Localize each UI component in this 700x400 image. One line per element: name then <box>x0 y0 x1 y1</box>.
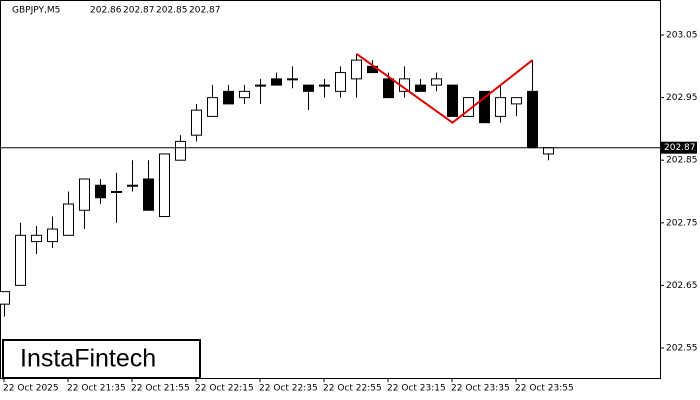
y-tick-label: 202.95 <box>666 93 698 103</box>
candle-body <box>511 97 522 105</box>
header-open: 202.86 <box>90 6 122 16</box>
y-tick-label: 202.65 <box>666 281 698 291</box>
candle-body <box>287 78 298 81</box>
header-close: 202.87 <box>189 6 221 16</box>
candle-body <box>0 291 10 305</box>
candle-body <box>207 97 218 117</box>
candle-body <box>431 78 442 86</box>
candle-body <box>527 90 538 149</box>
candle-body <box>111 191 122 194</box>
x-tick-label: 22 Oct 22:55 <box>323 384 382 394</box>
current-price-box <box>661 141 697 154</box>
x-tick-label: 22 Oct 2025 <box>3 384 59 394</box>
x-tick-label: 22 Oct 21:35 <box>67 384 126 394</box>
candle-body <box>255 84 266 87</box>
candle-body <box>63 203 74 236</box>
candle-body <box>143 178 154 211</box>
header-low: 202.85 <box>156 6 188 16</box>
candle-body <box>351 59 362 80</box>
candle-body <box>127 184 138 187</box>
candle-body <box>175 140 186 161</box>
candle-body <box>383 78 394 99</box>
x-tick-label: 22 Oct 23:55 <box>515 384 574 394</box>
plot-frame <box>0 0 661 379</box>
candle-body <box>543 147 554 155</box>
candle-body <box>303 84 314 92</box>
candle-body <box>479 90 490 124</box>
header-high: 202.87 <box>123 6 155 16</box>
x-tick-label: 22 Oct 22:15 <box>195 384 254 394</box>
y-tick-label: 202.55 <box>666 343 698 353</box>
x-tick-label: 22 Oct 23:15 <box>387 384 446 394</box>
x-tick-label: 22 Oct 21:55 <box>131 384 190 394</box>
pattern-line <box>355 53 534 124</box>
candle-body <box>191 109 202 136</box>
y-tick-label: 203.05 <box>666 31 698 41</box>
candle-body <box>447 84 458 117</box>
candle-body <box>31 234 42 243</box>
candle-body <box>79 178 90 211</box>
candle-body <box>495 97 506 117</box>
candle-body <box>159 153 170 218</box>
candle-body <box>319 84 330 87</box>
candle-body <box>95 184 106 199</box>
current-price-label: 202.87 <box>664 143 696 153</box>
candle-body <box>223 90 234 105</box>
logo: InstaFintech <box>20 345 156 373</box>
candle-body <box>415 84 426 92</box>
candle-body <box>239 90 250 99</box>
y-tick-label: 202.75 <box>666 218 698 228</box>
candle-body <box>335 72 346 92</box>
symbol: GBPJPY,M5 <box>12 6 60 16</box>
x-tick-label: 22 Oct 23:35 <box>451 384 510 394</box>
candle-body <box>47 228 58 243</box>
y-tick-label: 202.85 <box>666 156 698 166</box>
header: GBPJPY,M5 202.86 202.87 202.85 202.87 <box>12 6 221 16</box>
logo-box <box>2 339 201 379</box>
x-tick-label: 22 Oct 22:35 <box>259 384 318 394</box>
candle-body <box>271 78 282 86</box>
candle-body <box>15 234 26 286</box>
